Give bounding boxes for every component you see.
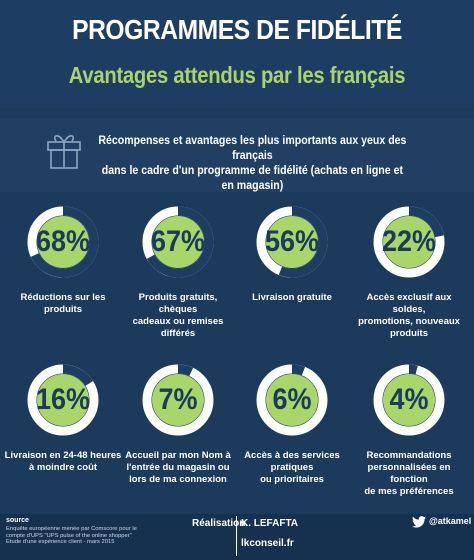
- stat-ring: 56%: [254, 204, 330, 280]
- stat-label-line: de mes préférences: [364, 486, 454, 497]
- stat-label-line: ou prioritaires: [260, 474, 324, 485]
- ring-center: [37, 374, 89, 426]
- ring-progress-arc: [27, 206, 99, 278]
- stat-label: Accueil par mon Nom à l'entrée du magasin…: [119, 450, 237, 486]
- stat-label: Réductions sur les produits: [4, 292, 122, 316]
- stat-donut: [373, 364, 445, 436]
- stat-label-line: lors de ma connexion: [129, 474, 227, 485]
- footer-divider: [236, 516, 237, 556]
- author-name: K. LEFAFTA: [241, 518, 299, 529]
- source-line: compte d'UPS "UPS pulse of the online sh…: [6, 532, 132, 539]
- stat-label-line: l'entrée du magasin ou: [126, 462, 230, 473]
- intro-line: Récompenses et avantages les plus import…: [98, 135, 407, 162]
- stat-value: 4%: [389, 383, 429, 416]
- ring-progress-arc: [142, 206, 214, 278]
- stats-grid: 68% Réductions sur les produits 67% Produit…: [0, 196, 474, 514]
- ring-center: [152, 216, 204, 268]
- stat-value: 68%: [35, 225, 91, 258]
- intro-band: [0, 118, 474, 192]
- stat-label-line: Accès exclusif aux soldes,: [366, 292, 452, 315]
- stat-ring: 7%: [140, 362, 216, 438]
- stat-donut: [256, 206, 328, 278]
- stat-label-line: Recommandations: [366, 450, 452, 461]
- page-title: PROGRAMMES DE FIDÉLITÉ: [72, 14, 402, 45]
- ring-progress-arc: [373, 364, 445, 436]
- stat-label-line: Livraison en 24-48 heures: [4, 450, 122, 461]
- source-title: source: [6, 517, 29, 524]
- stat-label-line: Réductions sur les produits: [20, 292, 106, 315]
- twitter-icon[interactable]: [412, 516, 426, 528]
- source-line: Enquête européenne menée par Comscore po…: [6, 526, 137, 532]
- stat-label: Recommandations personnalisées en fonctio…: [350, 450, 468, 498]
- ring-progress-arc: [256, 206, 328, 278]
- stat-donut: [373, 206, 445, 278]
- stat-label-line: Produits gratuits, chèques: [138, 292, 218, 315]
- stat-label-line: à moindre coût: [28, 462, 98, 473]
- stat-donut: [27, 206, 99, 278]
- realisation-label: Réalisation: [192, 518, 246, 529]
- stat-ring: 68%: [25, 204, 101, 280]
- stat-label-line: personnalisées en fonction: [367, 462, 451, 485]
- stat-value: 16%: [35, 383, 91, 416]
- stat-label: Livraison gratuite: [233, 292, 351, 304]
- ring-center: [266, 216, 318, 268]
- ring-center: [37, 216, 89, 268]
- stat-ring: 22%: [371, 204, 447, 280]
- stat-label-line: Accès à des services pratiques: [244, 450, 340, 473]
- intro-line: dans le cadre d'un programme de fidélité…: [101, 165, 403, 192]
- twitter-handle[interactable]: @atkamel: [429, 516, 472, 526]
- ring-center: [383, 374, 435, 426]
- stat-label: Livraison en 24-48 heures à moindre coût: [4, 450, 122, 474]
- ring-progress-arc: [142, 364, 214, 436]
- stat-value: 6%: [272, 383, 312, 416]
- ring-center: [266, 374, 318, 426]
- intro-text: Récompenses et avantages les plus import…: [96, 134, 409, 194]
- ring-center: [383, 216, 435, 268]
- page-subtitle: Avantages attendus par les français: [68, 62, 406, 88]
- source-line: Etude d'une expérience client - mars 201…: [6, 539, 115, 546]
- footer: [0, 514, 474, 560]
- header: PROGRAMMES DE FIDÉLITÉ Avantages attendu…: [0, 0, 474, 108]
- ring-center: [152, 374, 204, 426]
- stat-label-line: cadeaux ou remises différés: [132, 316, 224, 339]
- stat-label: Accès exclusif aux soldes, promotions, no…: [350, 292, 468, 340]
- gift-icon: [47, 135, 81, 169]
- stat-value: 7%: [158, 383, 198, 416]
- ring-progress-arc: [27, 364, 99, 436]
- stat-value: 22%: [381, 225, 437, 258]
- stat-donut: [256, 364, 328, 436]
- stat-donut: [142, 206, 214, 278]
- stat-label-line: promotions, nouveaux produits: [358, 316, 460, 339]
- site-link[interactable]: lkconseil.fr: [241, 538, 294, 549]
- stat-ring: 4%: [371, 362, 447, 438]
- ring-progress-arc: [373, 206, 445, 278]
- ring-progress-arc: [256, 364, 328, 436]
- source-text: Enquête européenne menée par Comscore po…: [6, 526, 156, 546]
- stat-value: 56%: [264, 225, 320, 258]
- stat-value: 67%: [150, 225, 206, 258]
- stat-label: Produits gratuits, chèques cadeaux ou rem…: [119, 292, 237, 340]
- stat-label-line: Livraison gratuite: [252, 292, 332, 303]
- stat-ring: 67%: [140, 204, 216, 280]
- stat-label: Accès à des services pratiques ou priorit…: [233, 450, 351, 486]
- stat-donut: [27, 364, 99, 436]
- stat-label-line: Accueil par mon Nom à: [125, 450, 231, 461]
- stat-donut: [142, 364, 214, 436]
- stat-ring: 6%: [254, 362, 330, 438]
- stat-ring: 16%: [25, 362, 101, 438]
